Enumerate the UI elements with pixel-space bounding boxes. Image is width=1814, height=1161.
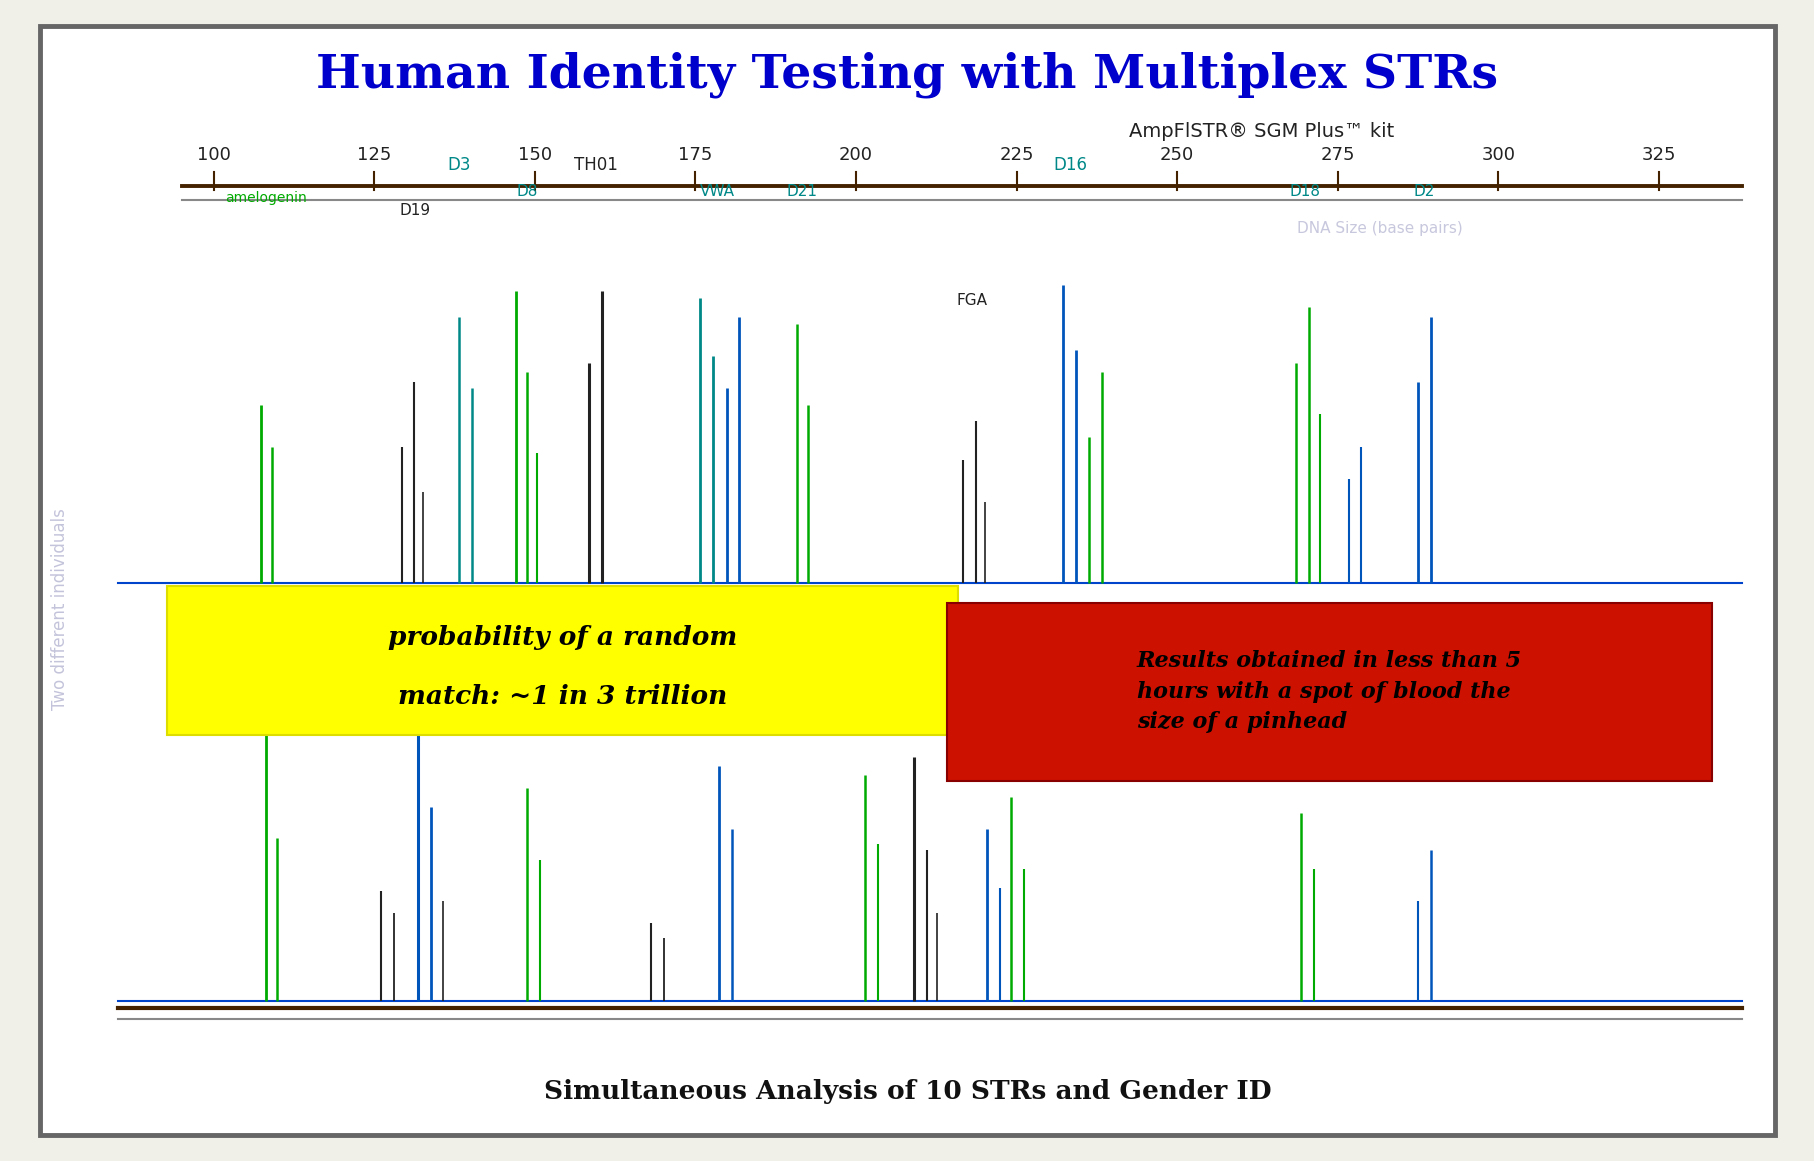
Text: Two different individuals: Two different individuals (51, 509, 69, 711)
Text: D3: D3 (446, 156, 470, 173)
Text: 200: 200 (838, 145, 873, 164)
Text: D21: D21 (785, 185, 816, 200)
Text: VWA: VWA (707, 709, 742, 724)
Text: 325: 325 (1640, 145, 1674, 164)
Text: D2: D2 (1413, 709, 1433, 724)
Text: D8: D8 (522, 709, 544, 724)
Text: probability of a random: probability of a random (388, 626, 736, 650)
FancyBboxPatch shape (947, 603, 1711, 781)
Text: Simultaneous Analysis of 10 STRs and Gender ID: Simultaneous Analysis of 10 STRs and Gen… (544, 1079, 1270, 1104)
Text: D19: D19 (370, 697, 401, 712)
Text: 125: 125 (357, 145, 392, 164)
Text: D3: D3 (412, 627, 434, 642)
Text: AmpFlSTR® SGM Plus™ kit: AmpFlSTR® SGM Plus™ kit (1128, 122, 1393, 140)
Text: amelogenin: amelogenin (225, 628, 307, 642)
Text: 250: 250 (1159, 145, 1194, 164)
Text: amelogenin: amelogenin (225, 192, 307, 205)
Text: D18: D18 (1292, 709, 1322, 724)
Text: D21: D21 (856, 709, 887, 724)
Text: DNA Size (base pairs): DNA Size (base pairs) (1295, 221, 1462, 236)
Text: VWA: VWA (700, 185, 735, 200)
Text: 150: 150 (517, 145, 551, 164)
Text: 275: 275 (1321, 145, 1355, 164)
Text: FGA: FGA (905, 722, 936, 737)
Text: D16: D16 (980, 709, 1010, 724)
Text: TH01: TH01 (637, 722, 677, 737)
FancyBboxPatch shape (40, 26, 1774, 1135)
Text: 175: 175 (678, 145, 713, 164)
Text: 225: 225 (1000, 145, 1034, 164)
Text: 300: 300 (1480, 145, 1515, 164)
Text: Human Identity Testing with Multiplex STRs: Human Identity Testing with Multiplex ST… (316, 51, 1498, 98)
Text: D16: D16 (1052, 156, 1087, 173)
FancyBboxPatch shape (167, 586, 958, 735)
Text: match: ~1 in 3 trillion: match: ~1 in 3 trillion (397, 684, 727, 708)
Text: TH01: TH01 (573, 156, 617, 173)
Text: D18: D18 (1290, 185, 1321, 200)
Text: FGA: FGA (956, 293, 987, 308)
Text: D19: D19 (399, 203, 430, 218)
Text: D2: D2 (1413, 185, 1433, 200)
Text: Results obtained in less than 5
hours with a spot of blood the
size of a pinhead: Results obtained in less than 5 hours wi… (1136, 650, 1522, 734)
Text: D8: D8 (517, 185, 537, 200)
Text: 100: 100 (196, 145, 230, 164)
